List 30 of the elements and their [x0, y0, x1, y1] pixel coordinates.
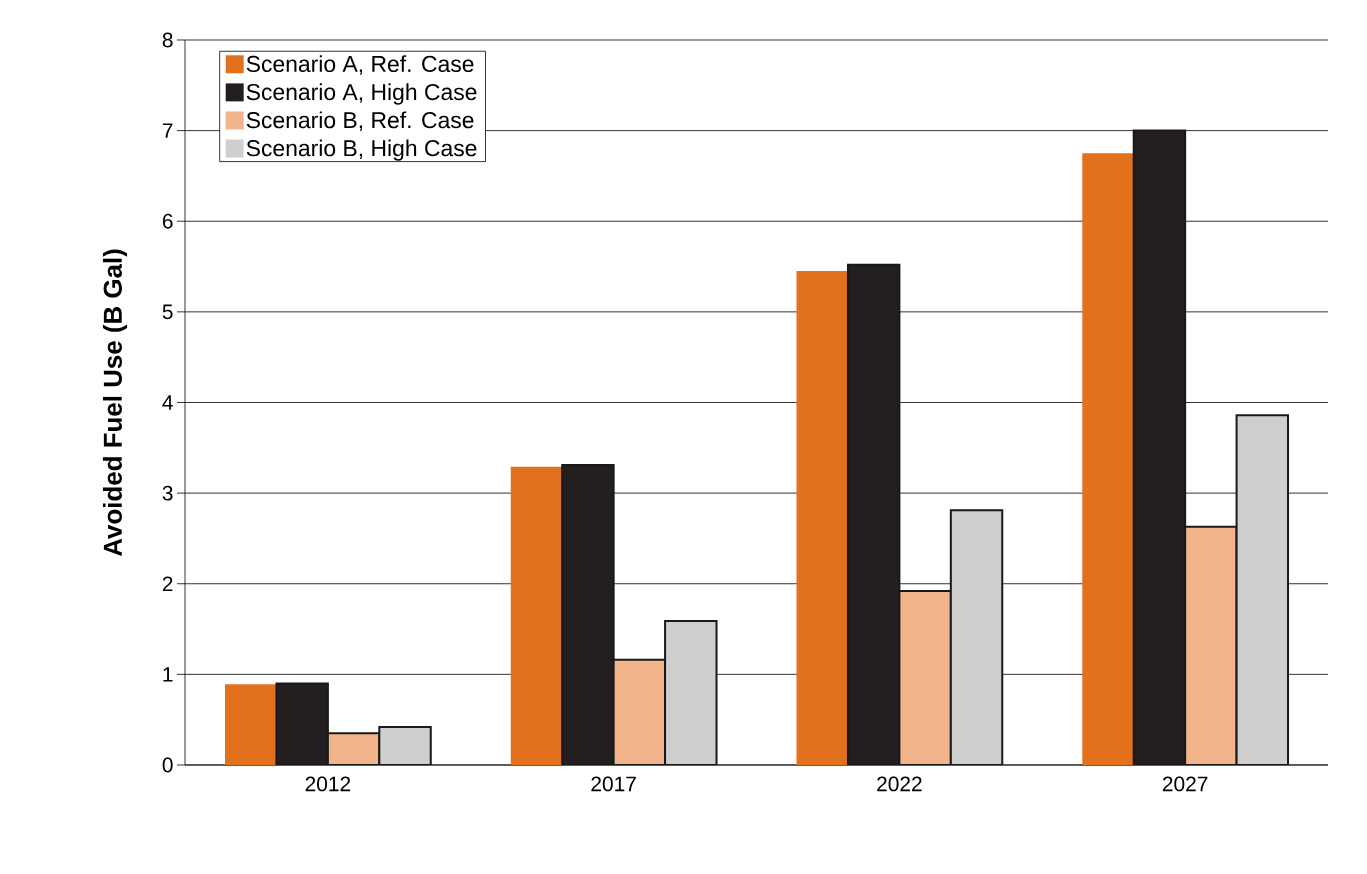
x-tick-label: 2012: [305, 776, 351, 792]
bar: [949, 509, 1004, 765]
legend-label: Scenario B, Ref. Case: [246, 111, 474, 131]
bar: [326, 732, 381, 765]
x-tick-label: 2017: [591, 776, 636, 792]
bar: [664, 619, 718, 765]
y-tick-label: 2: [162, 576, 173, 592]
bar: [378, 725, 432, 765]
y-tick-label: 5: [162, 304, 173, 320]
bar: [612, 658, 667, 765]
legend-label: Scenario A, High Case: [246, 83, 477, 105]
bar: [898, 590, 952, 765]
legend-label: Scenario A, Ref. Case: [246, 55, 474, 75]
y-tick-label: 1: [163, 667, 173, 682]
y-tick-label: 6: [162, 213, 173, 229]
y-axis-title: Avoided Fuel Use (B Gal): [102, 249, 128, 557]
y-tick-label: 3: [162, 485, 173, 501]
bar: [1235, 414, 1290, 765]
x-tick-label: 2027: [1162, 776, 1208, 792]
bar: [510, 466, 563, 765]
bar: [225, 684, 277, 765]
bar: [1082, 153, 1134, 765]
bar: [796, 271, 848, 765]
y-tick-label: 0: [162, 757, 173, 773]
legend-label: Scenario B, High Case: [246, 139, 477, 161]
y-tick-label: 8: [162, 32, 173, 48]
y-tick-label: 7: [162, 123, 173, 138]
bar: [1184, 525, 1238, 765]
y-tick-label: 4: [162, 395, 173, 410]
x-tick-label: 2022: [877, 776, 922, 792]
